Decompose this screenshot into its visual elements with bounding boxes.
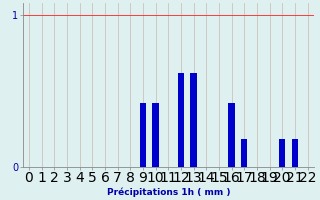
Bar	[152, 103, 159, 167]
Bar	[241, 139, 247, 167]
Bar	[190, 73, 197, 167]
Bar	[140, 103, 146, 167]
Bar	[292, 139, 298, 167]
Bar	[279, 139, 285, 167]
Bar	[178, 73, 184, 167]
X-axis label: Précipitations 1h ( mm ): Précipitations 1h ( mm )	[107, 188, 230, 197]
Bar	[228, 103, 235, 167]
